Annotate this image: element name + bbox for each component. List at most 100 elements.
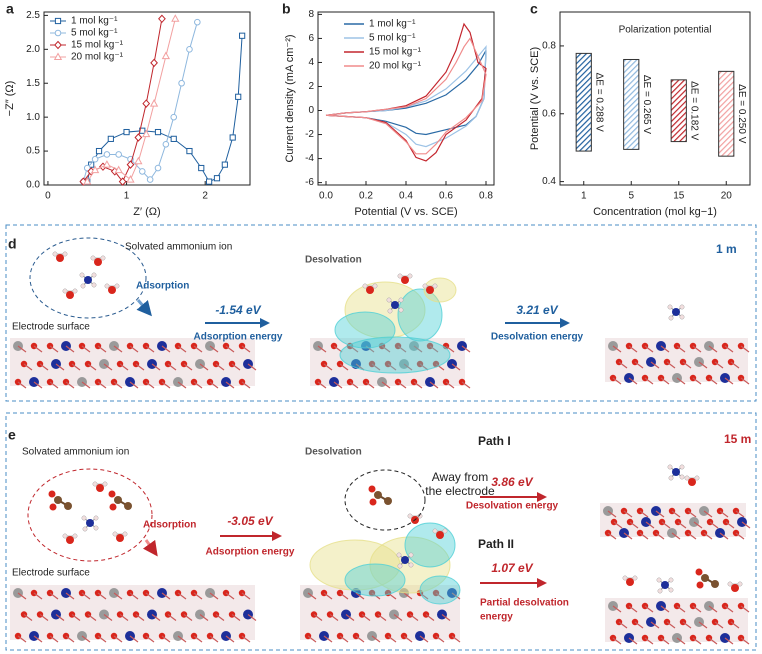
bond [329,614,339,621]
bond [323,592,333,600]
label: Solvated ammonium ion [22,447,129,458]
cluster-outline [344,469,426,531]
bond [167,363,177,371]
data-point [206,178,213,185]
floating-bar [718,70,735,157]
floating-bar [575,52,592,152]
bond [676,345,686,353]
data-point [198,164,205,172]
bond [682,361,692,369]
bond [419,363,429,371]
bond [623,532,633,540]
bond [307,592,317,600]
data-point [126,175,135,183]
bond [193,345,203,353]
bond [345,614,355,621]
y-tick-label: 1.5 [26,78,40,89]
atom [54,496,62,504]
bond [639,510,649,518]
bond [740,637,750,645]
bond [65,345,75,353]
bond [307,635,317,643]
data-point [138,168,146,175]
bond [129,345,139,353]
data-point [178,79,185,87]
atom [626,578,634,586]
x-tick-label: 2 [202,191,208,202]
bond [71,614,81,621]
data-point [90,165,100,174]
bond [644,637,654,645]
bond [703,532,713,540]
bond [339,592,349,600]
y-tick-label: 0.8 [542,41,556,52]
data-point [161,51,171,60]
atom [79,272,85,278]
bond [381,381,391,389]
bond [735,532,745,540]
atom [100,255,106,261]
bond [740,605,750,613]
arrow [142,539,158,557]
floating-bar [670,79,687,143]
atom [112,531,118,537]
bond [231,363,241,371]
bond [349,345,359,353]
label: the electrode [425,484,495,498]
bond [339,363,349,371]
atom [72,533,78,539]
atom [408,562,414,568]
bond [317,381,327,389]
atom [116,534,124,542]
bond [355,635,365,643]
atom [401,556,409,564]
atom [368,485,376,493]
bond [371,635,381,643]
bond [129,592,139,600]
bond [725,521,735,529]
bond [33,592,43,600]
data-point [126,160,135,169]
bond [129,635,139,643]
bond [634,361,644,369]
bond [661,521,671,529]
bond [209,381,219,389]
y-tick-label: 6 [308,33,314,44]
label: Solvated ammonium ion [125,242,232,253]
bond [623,510,633,518]
bond [145,345,155,353]
bond [377,614,387,621]
bond [655,532,665,540]
x-tick-label: 0.2 [359,191,373,202]
atom [679,314,685,320]
atom [62,288,68,294]
isosurface [404,522,456,568]
bond [740,377,750,385]
bond [730,361,740,369]
atom [672,308,680,316]
bond [724,605,734,613]
isosurface [339,336,451,374]
atom [369,498,377,506]
bond [33,345,43,353]
bond [247,614,257,621]
bond [161,381,171,389]
bond [735,510,745,518]
atom [696,581,704,589]
bond [119,363,129,371]
bond [365,345,375,353]
atom [66,291,74,299]
panel-box [5,224,757,402]
bond [225,635,235,643]
bond [55,363,65,371]
x-tick-label: 5 [628,191,634,202]
atom [114,496,122,504]
bond [676,377,686,385]
bond [167,614,177,621]
atom [391,301,399,309]
bond [135,614,145,621]
bond [17,635,27,643]
bond [693,521,703,529]
bond [413,345,423,353]
